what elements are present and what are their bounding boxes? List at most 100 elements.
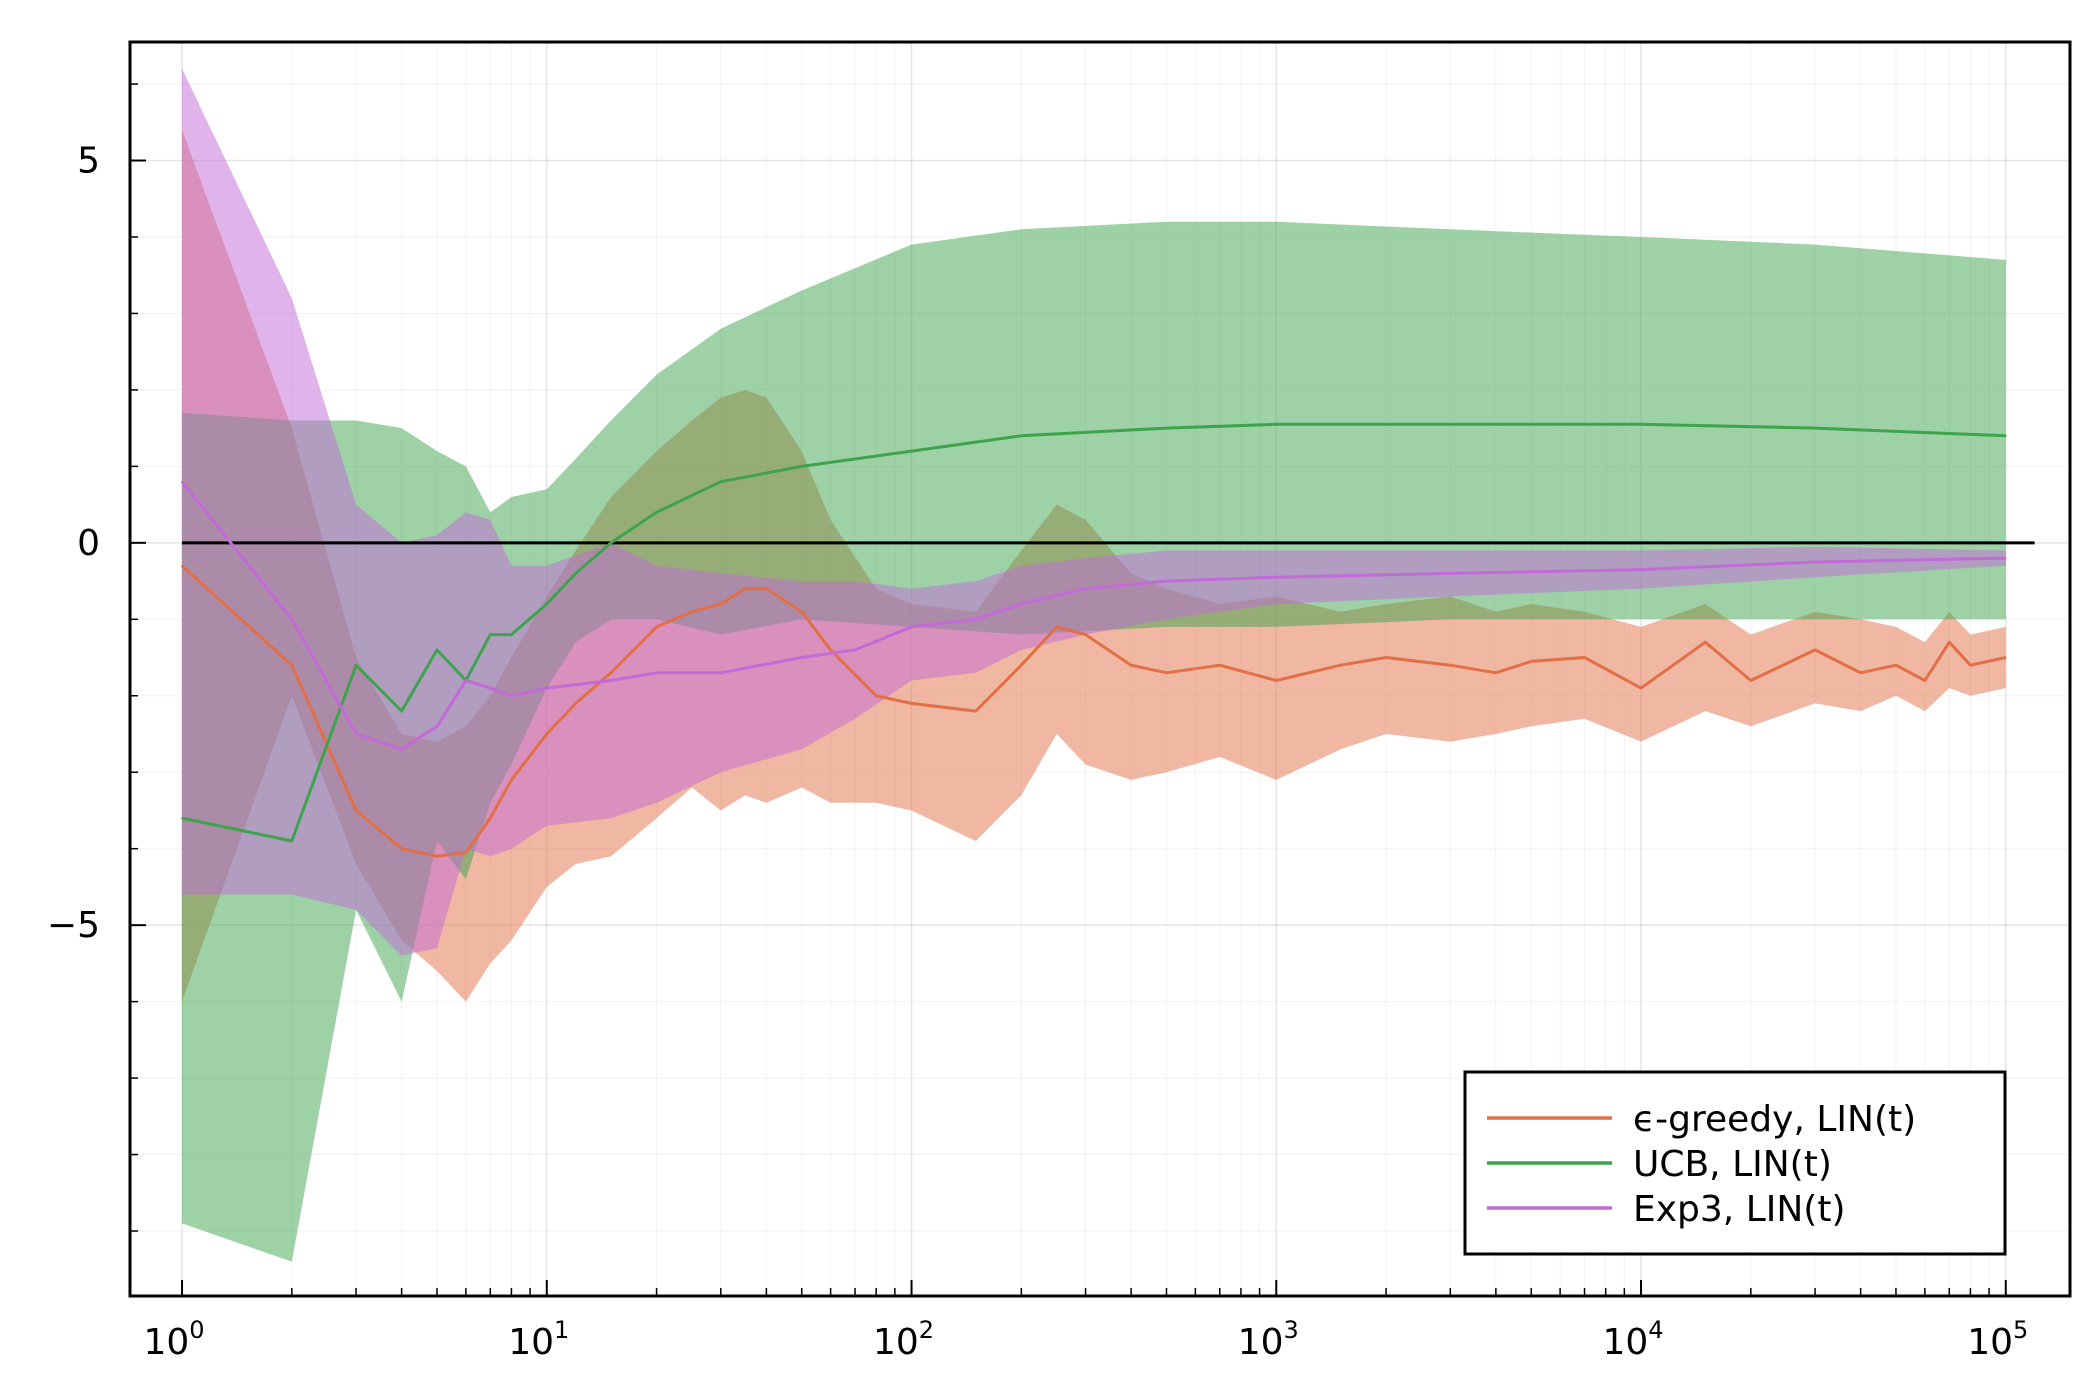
data-point — [1750, 679, 1752, 682]
y-tick-label: 5 — [77, 141, 100, 182]
data-point — [1219, 664, 1221, 666]
x-tick-label: 103 — [1238, 1316, 1299, 1363]
data-point — [655, 672, 658, 674]
data-point — [291, 664, 293, 666]
data-point — [1055, 626, 1058, 628]
data-point — [610, 672, 612, 674]
axis-ticks: 100 101 102 103 104 105 5 0 −5 — [47, 83, 2028, 1363]
data-point — [1275, 423, 1278, 426]
data-point — [765, 587, 768, 590]
legend-label-1: UCB, LIN(t) — [1633, 1144, 1832, 1185]
data-point — [800, 465, 803, 468]
data-point — [1020, 664, 1023, 666]
data-point — [1814, 649, 1816, 651]
data-point — [1275, 679, 1278, 682]
data-point — [829, 649, 832, 651]
data-point — [574, 702, 577, 705]
data-point — [291, 618, 293, 621]
data-point — [720, 480, 722, 483]
data-point — [610, 679, 612, 682]
data-point — [291, 840, 293, 842]
data-point — [910, 702, 913, 705]
x-tick-label: 102 — [873, 1316, 934, 1363]
data-point — [181, 480, 183, 483]
data-point — [1495, 672, 1497, 674]
data-point — [510, 695, 513, 697]
data-point — [436, 725, 438, 728]
data-point — [489, 817, 492, 819]
data-point — [2005, 557, 2007, 559]
data-point — [1859, 672, 1862, 674]
data-point — [1969, 664, 1972, 666]
data-point — [465, 679, 467, 682]
data-point — [181, 565, 183, 567]
data-point — [1814, 561, 1816, 563]
data-point — [546, 687, 548, 689]
data-point — [1449, 572, 1452, 575]
plot-border — [128, 40, 2072, 1298]
data-point — [1130, 664, 1132, 666]
x-tick-label: 104 — [1602, 1316, 1663, 1363]
line-series-2 — [180, 480, 2006, 751]
data-point — [1165, 427, 1168, 429]
x-tick-label: 100 — [143, 1316, 204, 1363]
data-point — [2005, 435, 2007, 437]
data-point — [1640, 568, 1642, 571]
data-point — [510, 633, 513, 636]
data-point — [436, 855, 438, 858]
data-point — [1084, 587, 1087, 590]
data-point — [400, 847, 403, 850]
legend-label-2: Exp3, LIN(t) — [1633, 1189, 1846, 1230]
data-point — [1275, 576, 1278, 578]
data-point — [1449, 423, 1452, 426]
data-point — [546, 733, 548, 735]
data-point — [1948, 641, 1951, 643]
data-point — [400, 710, 403, 712]
data-point — [489, 633, 492, 636]
data-point — [1165, 580, 1168, 582]
data-point — [744, 587, 746, 590]
data-point — [355, 733, 357, 735]
data-point — [975, 710, 977, 712]
legend: ϵ-greedy, LIN(t)UCB, LIN(t)Exp3, LIN(t) — [1463, 1070, 2007, 1256]
data-point — [2005, 656, 2007, 659]
data-point — [655, 511, 658, 514]
data-point — [574, 572, 577, 575]
data-point — [489, 687, 492, 689]
data-point — [1895, 664, 1897, 666]
data-point — [546, 603, 548, 605]
data-point — [691, 610, 693, 613]
data-point — [1924, 679, 1926, 682]
band-series-1 — [182, 221, 2006, 1262]
line-series-1 — [181, 422, 2006, 843]
data-point — [1339, 664, 1342, 666]
data-point — [355, 809, 357, 812]
data-point — [800, 610, 803, 613]
data-point — [181, 817, 183, 819]
data-point — [610, 542, 612, 544]
data-point — [1165, 672, 1168, 674]
data-point — [975, 618, 977, 621]
y-tick-label: 0 — [77, 523, 100, 564]
data-point — [720, 603, 722, 605]
data-point — [355, 664, 357, 666]
data-point — [800, 656, 803, 659]
legend-label-0: ϵ-greedy, LIN(t) — [1633, 1099, 1916, 1140]
data-point — [720, 672, 722, 674]
plot-frame — [128, 40, 2072, 1298]
data-point — [1530, 660, 1532, 663]
data-point — [1385, 656, 1387, 659]
data-point — [1640, 423, 1642, 426]
data-point — [400, 748, 403, 751]
data-point — [910, 626, 913, 628]
data-point — [1020, 435, 1023, 437]
data-point — [875, 695, 877, 697]
data-point — [1814, 427, 1816, 429]
y-tick-label: −5 — [47, 905, 100, 946]
data-point — [1084, 633, 1087, 636]
data-point — [854, 649, 856, 651]
data-point — [1020, 603, 1023, 605]
data-point — [510, 779, 513, 781]
data-point — [1640, 687, 1642, 689]
